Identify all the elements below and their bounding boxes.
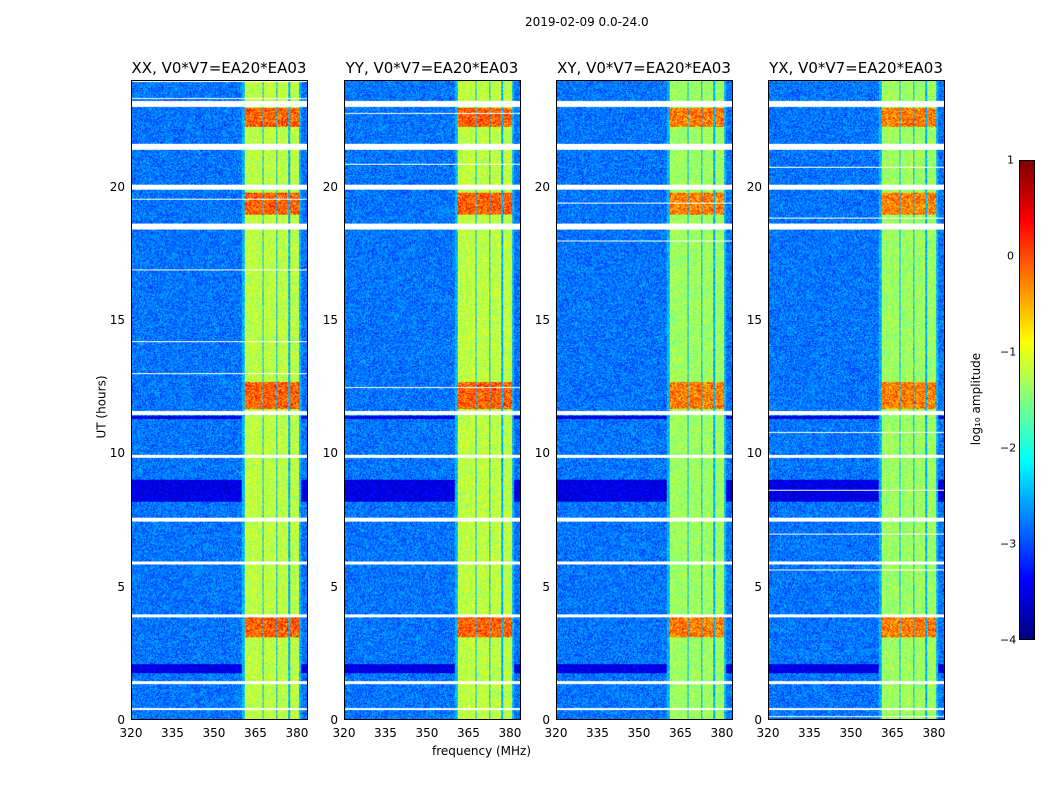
x-tick-label: 380 bbox=[710, 726, 734, 740]
y-tick-label: 10 bbox=[109, 446, 125, 461]
x-tick-label: 335 bbox=[798, 726, 821, 740]
colorbar-tick-label: −1 bbox=[1000, 345, 1017, 359]
x-tick-label: 350 bbox=[202, 726, 226, 740]
spectrogram-panel bbox=[131, 80, 308, 720]
y-tick-label: 5 bbox=[330, 579, 338, 594]
y-tick-label: 10 bbox=[322, 446, 338, 461]
y-tick-label: 15 bbox=[534, 313, 550, 327]
spectrogram-panel bbox=[344, 80, 521, 720]
y-tick-label: 0 bbox=[330, 713, 338, 727]
colorbar-tick-label: −3 bbox=[1000, 537, 1017, 551]
x-tick-label: 320 bbox=[332, 726, 356, 740]
panel-title: XY, V0*V7=EA20*EA03 bbox=[557, 59, 731, 77]
x-tick-label: 320 bbox=[544, 726, 568, 740]
x-tick-label: 320 bbox=[756, 726, 780, 740]
panel-title: YY, V0*V7=EA20*EA03 bbox=[345, 59, 519, 77]
x-tick-label: 335 bbox=[374, 726, 397, 740]
spectrogram-panel bbox=[768, 80, 945, 720]
figure-title: 2019-02-09 0.0-24.0 bbox=[525, 15, 649, 29]
panel-title: YX, V0*V7=EA20*EA03 bbox=[769, 59, 943, 77]
y-tick-label: 0 bbox=[542, 713, 550, 727]
x-axis-label: frequency (MHz) bbox=[432, 744, 532, 758]
x-tick-label: 335 bbox=[586, 726, 609, 740]
colorbar bbox=[1019, 160, 1035, 640]
y-tick-label: 20 bbox=[534, 179, 550, 194]
y-tick-label: 0 bbox=[754, 713, 762, 727]
y-tick-label: 5 bbox=[754, 579, 762, 594]
y-tick-label: 20 bbox=[109, 179, 125, 194]
y-tick-label: 20 bbox=[746, 179, 762, 194]
panel-title: XX, V0*V7=EA20*EA03 bbox=[131, 59, 307, 77]
x-tick-label: 365 bbox=[881, 726, 904, 740]
colorbar-tick-label: −2 bbox=[1000, 441, 1017, 455]
y-tick-label: 10 bbox=[534, 446, 550, 461]
x-tick-label: 350 bbox=[839, 726, 863, 740]
x-tick-label: 365 bbox=[244, 726, 267, 740]
x-tick-label: 365 bbox=[669, 726, 692, 740]
y-tick-label: 5 bbox=[542, 579, 550, 594]
x-tick-label: 380 bbox=[922, 726, 946, 740]
y-tick-label: 15 bbox=[746, 313, 762, 327]
colorbar-tick-label: −4 bbox=[1000, 633, 1017, 647]
x-tick-label: 335 bbox=[161, 726, 184, 740]
x-tick-label: 350 bbox=[415, 726, 439, 740]
x-tick-label: 365 bbox=[457, 726, 480, 740]
x-tick-label: 380 bbox=[285, 726, 309, 740]
y-tick-label: 20 bbox=[322, 179, 338, 194]
y-tick-label: 15 bbox=[109, 313, 125, 327]
colorbar-tick-label: 1 bbox=[1007, 153, 1014, 167]
colorbar-label: log₁₀ amplitude bbox=[969, 352, 984, 446]
y-tick-label: 5 bbox=[117, 579, 125, 594]
colorbar-tick-label: 0 bbox=[1007, 249, 1014, 263]
spectrogram-panel bbox=[556, 80, 733, 720]
x-tick-label: 380 bbox=[498, 726, 522, 740]
y-tick-label: 0 bbox=[117, 713, 125, 727]
x-tick-label: 350 bbox=[627, 726, 651, 740]
y-tick-label: 10 bbox=[746, 446, 762, 461]
x-tick-label: 320 bbox=[119, 726, 143, 740]
y-tick-label: 15 bbox=[322, 313, 338, 327]
y-axis-label: UT (hours) bbox=[94, 375, 109, 439]
